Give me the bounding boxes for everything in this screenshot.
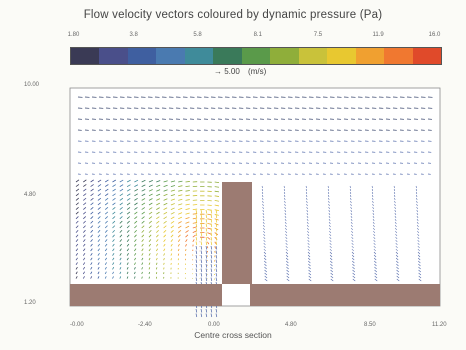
velocity-vector (196, 309, 197, 313)
solid-region (70, 284, 222, 306)
velocity-vector (193, 209, 197, 210)
plot-frame (70, 88, 440, 306)
velocity-vector (206, 309, 207, 313)
x-tick-label: 0.00 (208, 322, 220, 328)
y-tick-label: 1.20 (24, 300, 36, 306)
velocity-vector (156, 272, 157, 274)
x-tick-label: 4.80 (285, 322, 297, 328)
x-tick-label: -0.00 (70, 322, 84, 328)
y-tick-label: 10.00 (24, 82, 40, 88)
velocity-vector (149, 277, 150, 279)
velocity-vector (206, 314, 207, 318)
velocity-vector (201, 309, 202, 313)
velocity-vector (211, 309, 212, 313)
x-tick-label: 8.50 (364, 322, 376, 328)
velocity-vector (216, 314, 217, 318)
velocity-vector (201, 314, 202, 318)
x-tick-label: 11.20 (432, 322, 447, 328)
velocity-vector (216, 309, 217, 313)
y-tick-label: 4.80 (24, 192, 36, 198)
velocity-vector (215, 251, 216, 253)
x-tick-label: -2.40 (138, 322, 152, 328)
velocity-vector (196, 314, 197, 318)
velocity-vector (211, 314, 212, 318)
solid-region (250, 284, 440, 306)
velocity-vector (186, 249, 187, 251)
caption: Centre cross section (0, 330, 466, 340)
solid-region (222, 182, 252, 284)
